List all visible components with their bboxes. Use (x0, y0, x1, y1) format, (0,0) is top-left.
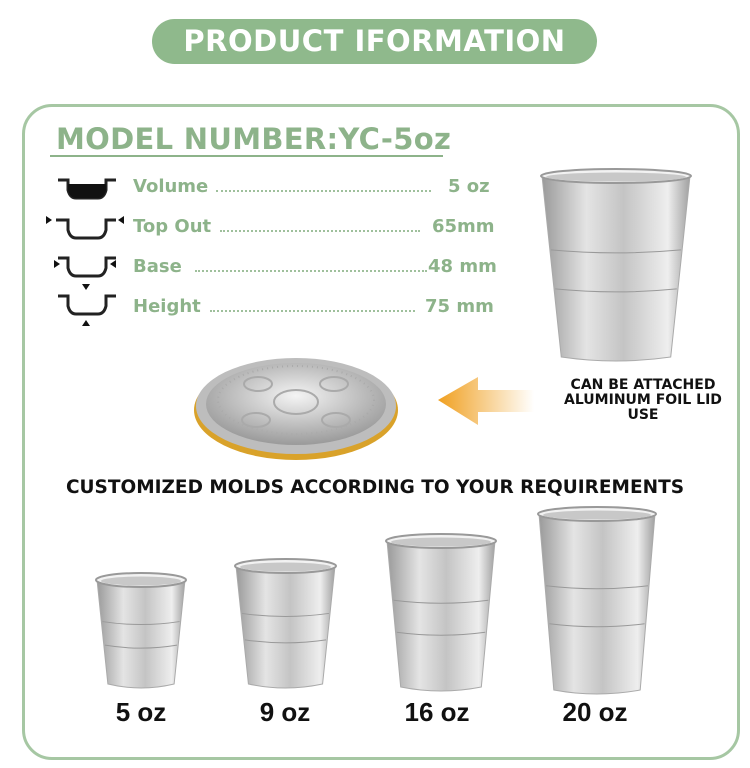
size-label: 9 oz (259, 697, 311, 727)
dot-leader (220, 230, 420, 232)
lid-note-line: USE (627, 407, 659, 423)
cup-20oz-image (537, 506, 657, 695)
size-label: 20 oz (562, 697, 628, 727)
spec-label: Base (133, 256, 182, 277)
lid-note: CAN BE ATTACHED ALUMINUM FOIL LID USE (538, 378, 748, 423)
spec-value: 5 oz (448, 176, 490, 197)
cup-top-width-icon (46, 216, 124, 240)
size-label: 16 oz (404, 697, 470, 727)
cup-5oz-image (95, 572, 187, 689)
cup-main-image (540, 168, 692, 362)
spec-value: 65mm (432, 216, 495, 237)
cup-height-icon (58, 284, 116, 326)
cup-9oz-image (234, 558, 337, 689)
dot-leader (210, 310, 415, 312)
spec-height: Height 75 mm (40, 284, 510, 326)
custom-molds-heading: CUSTOMIZED MOLDS ACCORDING TO YOUR REQUI… (65, 477, 685, 498)
spec-base: Base 48 mm (40, 252, 510, 282)
cup-base-width-icon (54, 256, 116, 278)
spec-value: 75 mm (425, 296, 494, 317)
model-underline (50, 155, 443, 157)
model-number: MODEL NUMBER:YC-5oz (56, 122, 452, 156)
foil-lid-image (194, 358, 398, 460)
cup-volume-icon (58, 178, 116, 200)
lid-note-line: ALUMINUM FOIL LID (564, 392, 722, 408)
spec-value: 48 mm (428, 256, 497, 277)
dot-leader (195, 270, 427, 272)
header-title: PRODUCT IFORMATION (152, 19, 597, 64)
spec-label: Volume (133, 176, 209, 197)
spec-top-out: Top Out 65mm (40, 212, 510, 242)
spec-volume: Volume 5 oz (40, 172, 510, 202)
lid-note-line: CAN BE ATTACHED (570, 377, 716, 393)
dot-leader (216, 190, 431, 192)
cup-16oz-image (385, 533, 497, 692)
arrow-left-icon (438, 377, 534, 425)
spec-label: Height (133, 296, 201, 317)
size-label: 5 oz (115, 697, 167, 727)
spec-label: Top Out (133, 216, 212, 237)
